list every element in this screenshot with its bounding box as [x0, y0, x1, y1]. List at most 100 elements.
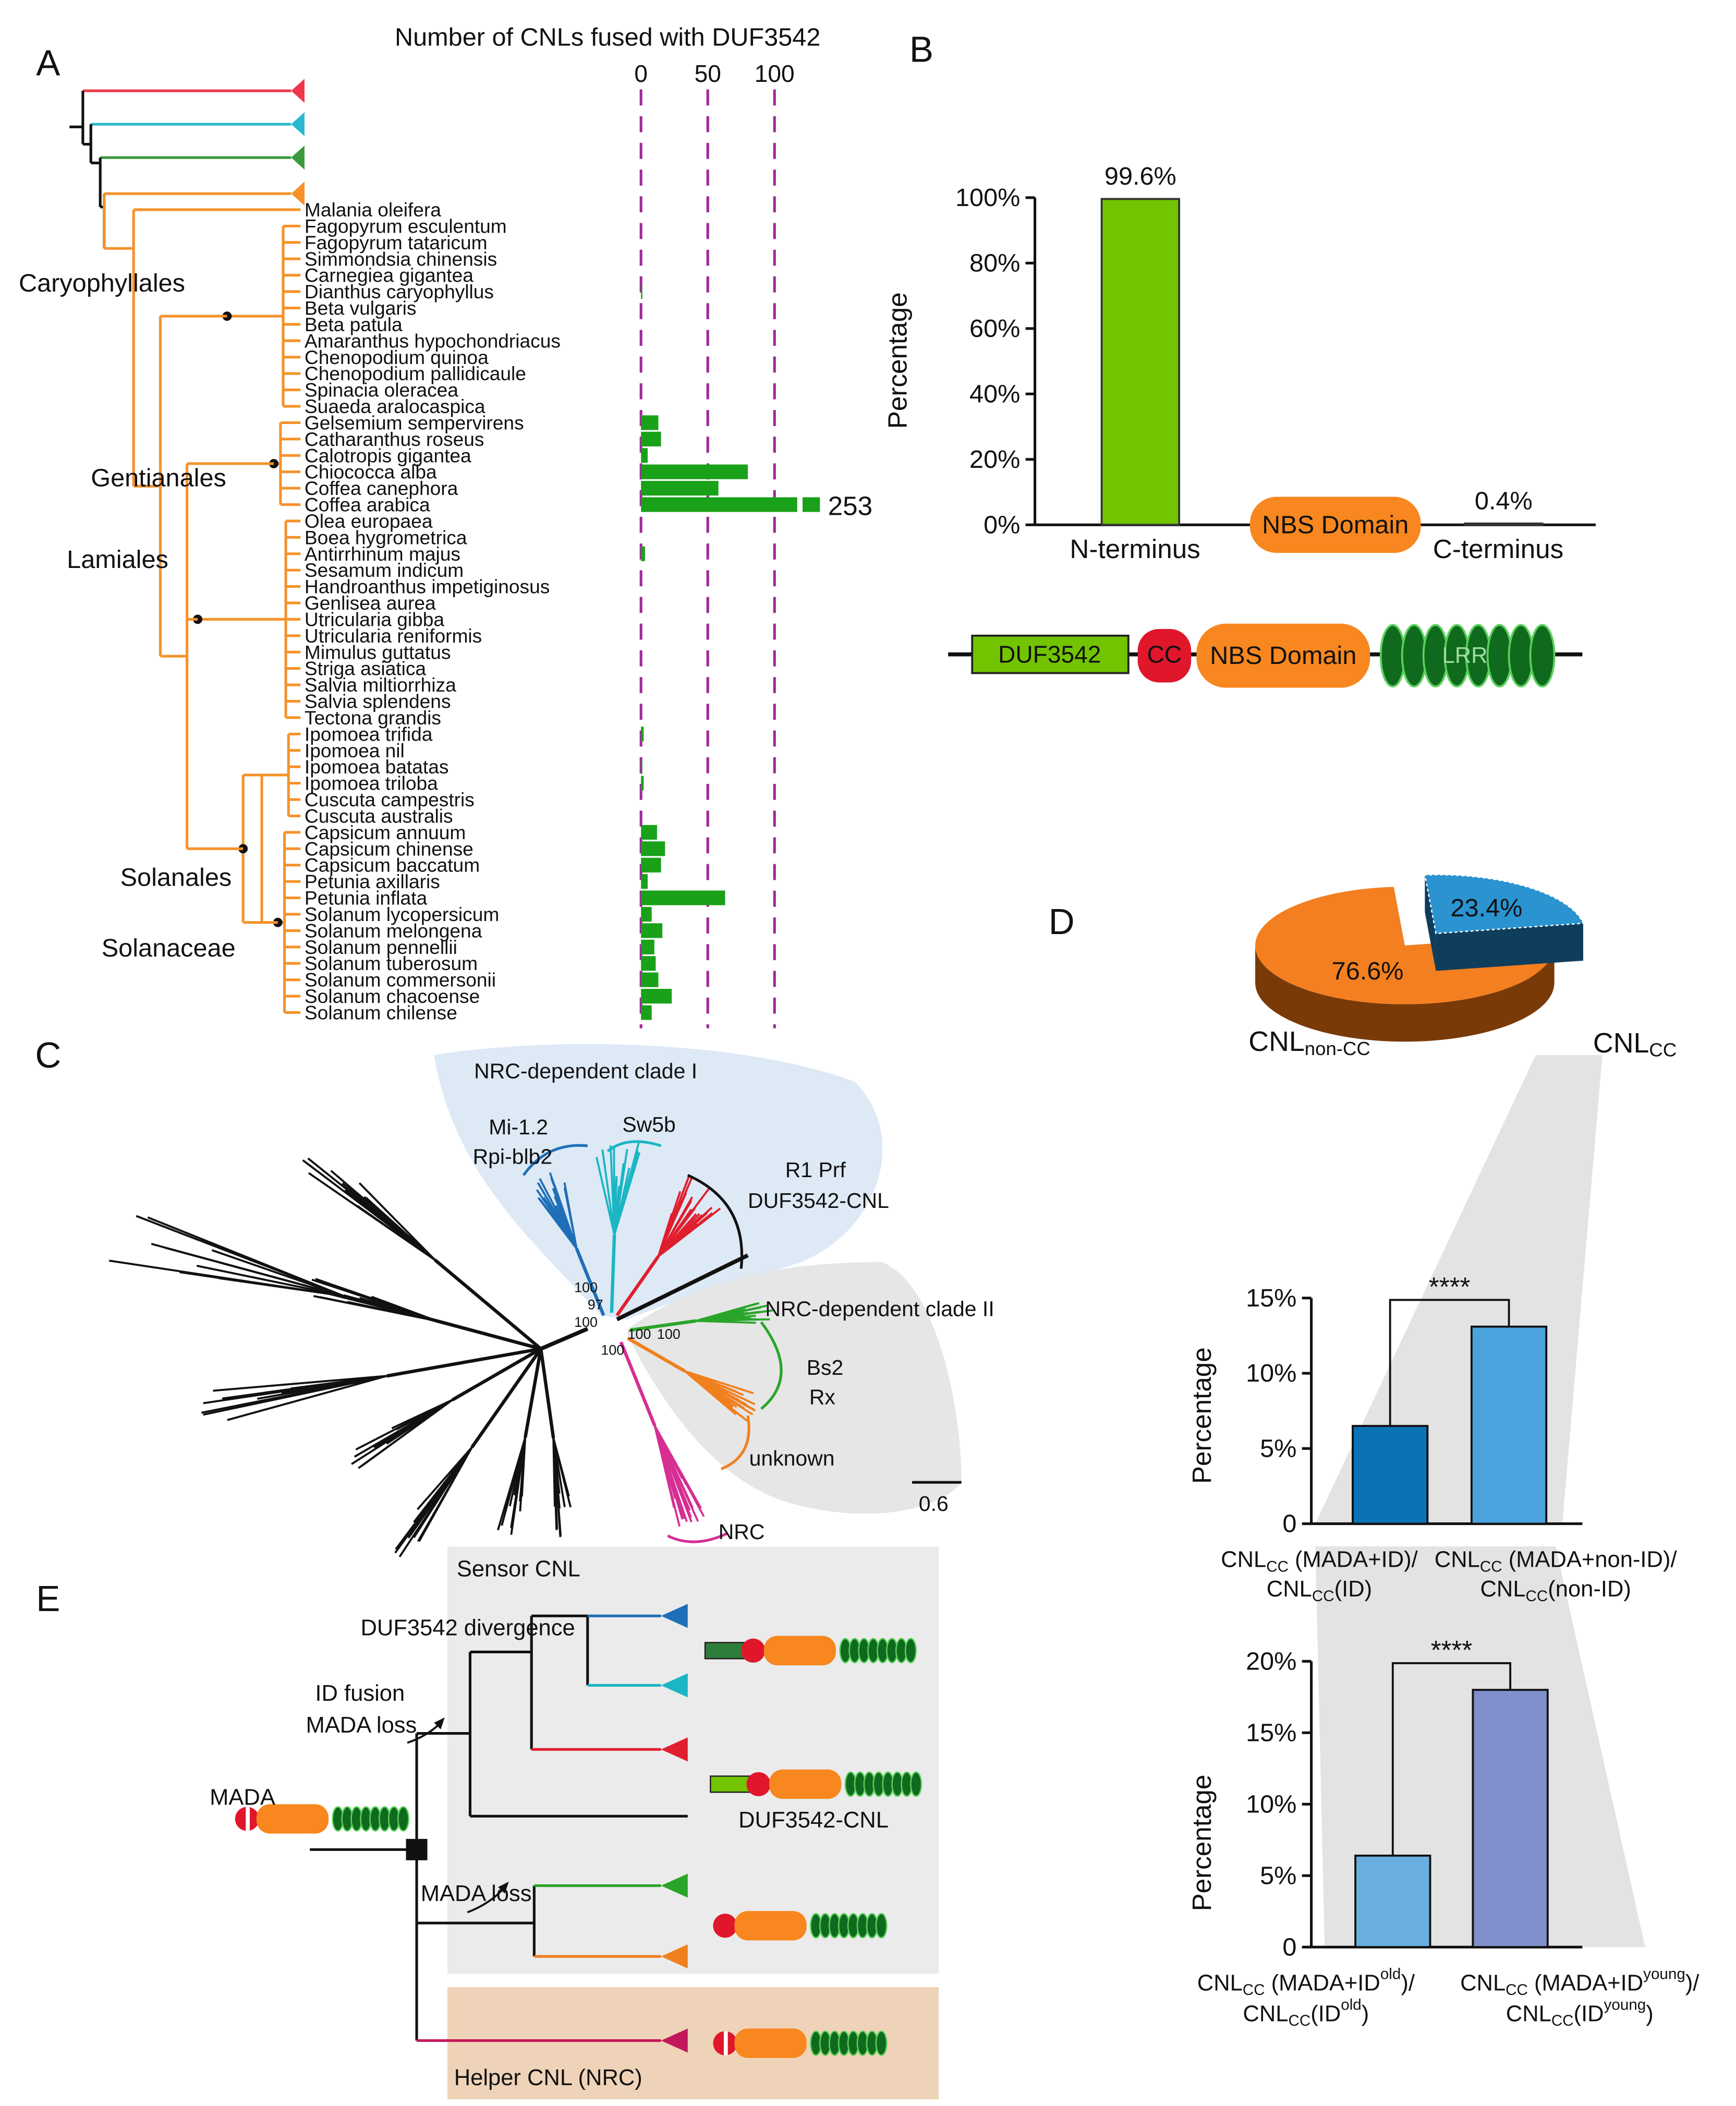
branch	[211, 1249, 344, 1297]
value-label: 76.6%	[1332, 957, 1404, 985]
domain-label: CC	[1147, 641, 1182, 668]
nbs-domain	[256, 1804, 329, 1834]
text-run: CNL	[1460, 1970, 1506, 1995]
branch	[308, 1172, 436, 1261]
species-label: Solanum lycopersicum	[305, 903, 499, 925]
branch	[470, 1348, 542, 1448]
x-tick-label: 50	[695, 60, 721, 87]
bootstrap-label: 97	[588, 1297, 603, 1313]
pie-label: CNLnon-CC	[1248, 1026, 1370, 1059]
gene-label: Sw5b	[622, 1112, 675, 1136]
species-label: Malania oleifera	[305, 199, 441, 221]
bar	[641, 857, 661, 873]
bar	[641, 431, 661, 446]
y-tick-label: 5%	[1260, 1434, 1296, 1462]
gene-label: DUF3542-CNL	[748, 1189, 889, 1213]
bar	[1100, 198, 1181, 526]
y-tick-label: 0%	[984, 511, 1020, 539]
y-tick-label: 20%	[1246, 1647, 1296, 1675]
gene-label: Mi-1.2	[489, 1115, 548, 1139]
gene-label: Bs2	[807, 1355, 844, 1379]
duf-box	[710, 1775, 751, 1793]
cc-domain	[741, 1638, 766, 1663]
bar	[641, 923, 663, 938]
y-axis-label: Percentage	[1187, 1775, 1217, 1911]
bar	[641, 546, 645, 561]
branch	[213, 1375, 387, 1392]
bootstrap-label: 100	[574, 1314, 598, 1330]
bootstrap-label: 100	[628, 1326, 651, 1342]
branch	[536, 1189, 578, 1250]
pie-slice	[1424, 874, 1584, 935]
branch	[684, 1370, 737, 1415]
x-tick-label: N-terminus	[1070, 534, 1200, 564]
domain-label: MADA	[210, 1785, 275, 1810]
species-label: Ipomoea batatas	[305, 756, 448, 778]
branch	[319, 1296, 437, 1322]
branch	[657, 1191, 682, 1257]
arrow-head	[434, 1717, 445, 1729]
event-label: MADA loss	[421, 1881, 532, 1906]
node-dot	[273, 917, 283, 927]
nbs-domain	[769, 1769, 842, 1799]
bar	[641, 825, 657, 840]
species-label: Chenopodium quinoa	[305, 346, 489, 368]
species-label: Chenopodium pallidicaule	[305, 362, 526, 384]
species-label: Handroanthus impetiginosus	[305, 576, 550, 598]
panel-letter: D	[1049, 901, 1075, 942]
x-tick-label: 0	[634, 60, 648, 87]
branch	[540, 1327, 589, 1351]
x-tick-label: CNLCC(IDyoung)	[1506, 1996, 1654, 2029]
branch	[658, 1213, 706, 1257]
species-label: Solanum tuberosum	[305, 952, 478, 974]
y-tick-label: 15%	[1246, 1284, 1296, 1312]
text-run: CNL	[1506, 2001, 1551, 2026]
supscript: young	[1604, 1996, 1646, 2013]
branch	[203, 1375, 387, 1416]
bootstrap-label: 100	[601, 1342, 624, 1358]
species-label: Utricularia reniformis	[305, 625, 482, 647]
species-label: Carnegiea gigantea	[305, 264, 474, 286]
duf-box	[704, 1642, 746, 1660]
clade-arc	[522, 1144, 588, 1176]
mada-stripe	[723, 2031, 728, 2055]
species-label: Gelsemium sempervirens	[305, 411, 524, 433]
bar	[641, 727, 644, 742]
scale-bar-label: 0.6	[919, 1492, 949, 1516]
x-tick-label: CNLCC (MADA+non-ID)/	[1435, 1547, 1678, 1575]
species-label: Cuscuta australis	[305, 805, 453, 827]
bar	[641, 939, 654, 954]
y-tick-label: 80%	[969, 249, 1020, 277]
branch	[136, 1215, 344, 1297]
species-label: Coffea canephora	[305, 477, 458, 499]
y-tick-label: 60%	[969, 314, 1020, 343]
lrr-repeat	[875, 2030, 888, 2056]
lrr-repeat	[397, 1806, 409, 1832]
bar	[641, 1005, 652, 1020]
clade-arc	[760, 1321, 783, 1410]
bar	[1464, 522, 1544, 526]
gene-label: R1 Prf	[785, 1158, 846, 1182]
significance-label: ****	[1429, 1272, 1471, 1301]
clade-title: NRC-dependent clade II	[765, 1297, 994, 1321]
subscript: non-CC	[1305, 1038, 1370, 1059]
branch	[613, 1176, 618, 1235]
branch	[626, 1336, 686, 1373]
species-label: Solanum commersonii	[305, 969, 496, 991]
gene-label: Rx	[809, 1385, 836, 1409]
panel-letter: E	[36, 1578, 60, 1619]
bar	[641, 497, 797, 512]
domain-label: DUF3542	[998, 641, 1101, 668]
text-run: (MADA+ID)/	[1289, 1547, 1418, 1572]
clade-arc	[687, 1173, 744, 1269]
bar	[641, 284, 642, 299]
collapsed-clade	[661, 1737, 688, 1762]
y-tick-label: 10%	[1246, 1359, 1296, 1387]
arrow-head	[498, 1881, 509, 1894]
x-tick-label: CNLCC(ID)	[1267, 1577, 1372, 1604]
bar	[1470, 1325, 1548, 1525]
bar	[1472, 1689, 1549, 1948]
bar	[641, 841, 665, 856]
clade-label: Gentianales	[91, 464, 226, 492]
branch	[684, 1370, 745, 1409]
